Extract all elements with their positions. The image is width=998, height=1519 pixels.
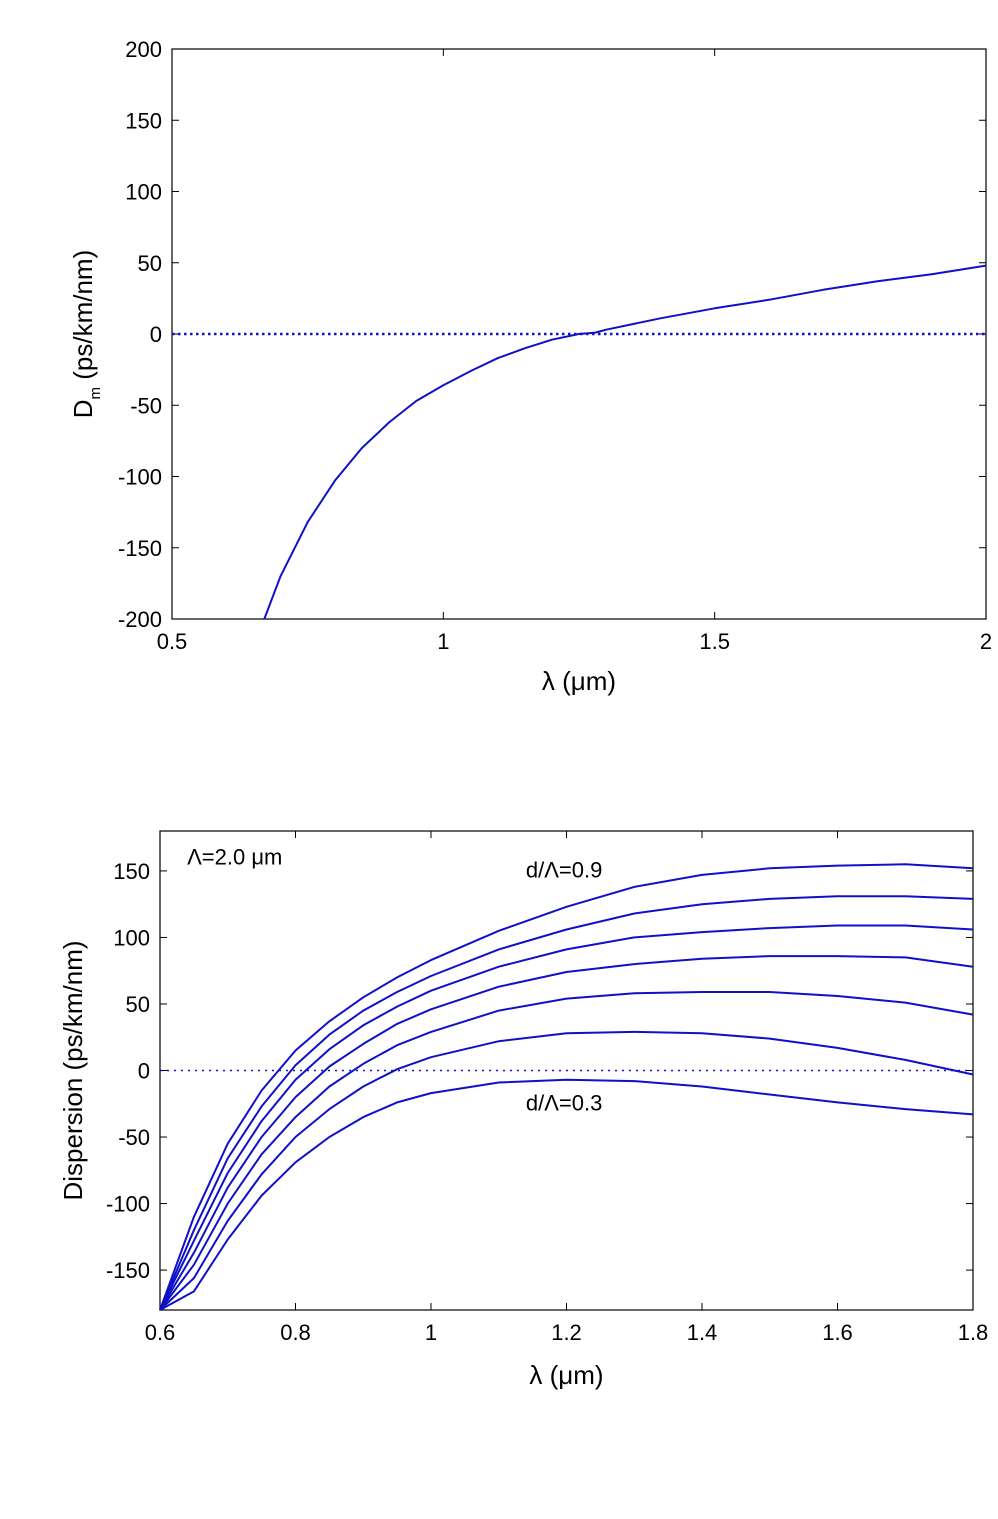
y-tick-label-bottom: 100 [113,925,150,950]
annotation-bottom-1: Λ=2.0 μm [187,844,282,869]
series-line-bottom-2 [159,895,974,1311]
y-axis-label-top: Dm (ps/km/nm) [68,250,104,419]
series-group-top [263,264,987,620]
y-axis-label-top-main: D [68,399,98,418]
y-axis-label-top-rest: (ps/km/nm) [68,250,98,387]
x-axis-label-top: λ (μm) [542,666,616,696]
chart-bottom: 0.6 0.8 1 1.2 1.4 1.6 1.8150100500-50-100-150 … [58,830,988,1390]
series-line-top-1 [263,264,987,620]
y-tick-label-bottom: -150 [106,1258,150,1283]
x-tick-label-top: 0.5 [157,629,188,654]
y-tick-label-top: 200 [125,37,162,62]
x-tick-label-bottom: 1.8 [958,1320,989,1345]
x-tick-label-top: 1 [437,629,449,654]
y-tick-label-top: -200 [118,607,162,632]
y-tick-label-top: -100 [118,465,162,490]
y-tick-label-bottom: -50 [118,1125,150,1150]
annotations-bottom: Λ=2.0 μm d/Λ=0.9 d/Λ=0.3 [187,844,602,1115]
y-tick-label-top: 0 [150,322,162,347]
y-tick-label-bottom: 150 [113,859,150,884]
series-line-bottom-6 [159,1030,974,1311]
series-line-bottom-3 [159,924,974,1311]
x-tick-label-bottom: 0.6 [145,1320,176,1345]
ticks-bottom: 0.6 0.8 1 1.2 1.4 1.6 1.8 150 100 50 0 -50 -100 -150 [106,831,988,1345]
y-tick-label-top: -50 [130,393,162,418]
series-line-bottom-7 [159,1078,974,1311]
series-line-bottom-4 [159,955,974,1311]
annotation-bottom-2: d/Λ=0.9 [526,858,602,883]
x-tick-label-top: 2 [980,629,992,654]
y-axis-label-top-sub: m [87,387,104,400]
x-axis-label-bottom: λ (μm) [529,1360,603,1390]
x-tick-label-bottom: 1.4 [687,1320,718,1345]
y-axis-label-bottom: Dispersion (ps/km/nm) [58,940,88,1200]
x-tick-label-bottom: 0.8 [280,1320,311,1345]
ticks-top: 0.5 1 1.5 2 200 150 100 50 0 -50 -100 -150 -200 [118,37,992,654]
y-tick-label-top: 100 [125,180,162,205]
series-line-bottom-5 [159,991,974,1311]
chart-top: 0.5 1 1.5 2 200 150 100 50 0 -50 -100 -150 -200 λ (μ… [68,37,992,696]
series-group-bottom [159,863,974,1311]
series-line-bottom-1 [159,863,974,1311]
annotation-bottom-3: d/Λ=0.3 [526,1090,602,1115]
y-tick-label-top: -150 [118,536,162,561]
y-tick-label-bottom: 50 [126,992,150,1017]
y-tick-label-top: 150 [125,108,162,133]
x-tick-label-bottom: 1.6 [822,1320,853,1345]
x-tick-label-top: 1.5 [699,629,730,654]
y-tick-label-top: 50 [138,251,162,276]
y-tick-label-bottom: 0 [138,1059,150,1084]
x-tick-label-bottom: 1.2 [551,1320,582,1345]
x-tick-label-bottom: 1 [425,1320,437,1345]
y-tick-label-bottom: -100 [106,1192,150,1217]
